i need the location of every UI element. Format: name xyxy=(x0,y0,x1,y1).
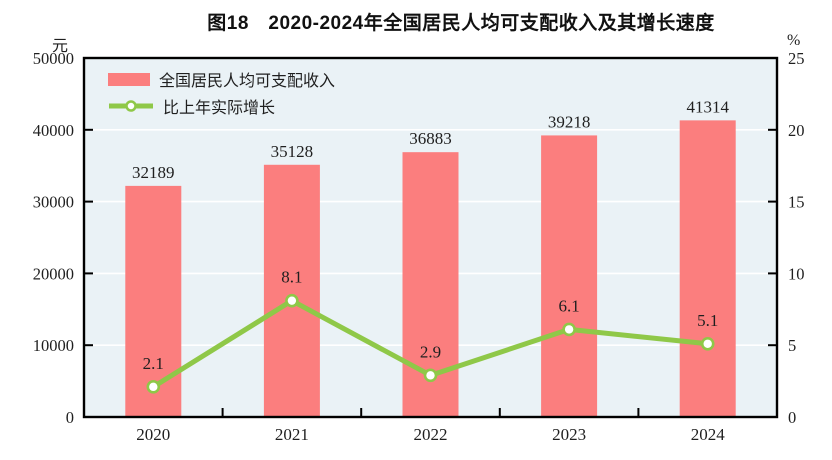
line-marker-2023 xyxy=(562,322,576,337)
bar-value-label: 36883 xyxy=(409,129,452,148)
legend-item-growth: 比上年实际增长 xyxy=(108,94,335,118)
left-axis-label: 10000 xyxy=(33,336,74,355)
line-marker-icon xyxy=(109,100,153,112)
x-axis-label: 2024 xyxy=(691,425,726,444)
line-marker-2020 xyxy=(146,380,161,394)
legend-item-income: 全国居民人均可支配收入 xyxy=(108,67,335,91)
line-value-label: 2.1 xyxy=(143,354,164,373)
line-marker-2022 xyxy=(423,368,438,383)
legend-bar-label: 全国居民人均可支配收入 xyxy=(159,73,336,90)
bar-value-label: 32189 xyxy=(132,163,175,182)
left-axis-label: 20000 xyxy=(33,264,74,283)
bar-2024 xyxy=(679,120,736,417)
line-marker-2024 xyxy=(700,336,715,351)
bar-value-label: 41314 xyxy=(686,97,729,116)
legend-bar-swatch xyxy=(108,72,150,86)
x-axis-label: 2020 xyxy=(136,425,170,444)
legend-line-label: 比上年实际增长 xyxy=(163,100,276,117)
line-value-label: 6.1 xyxy=(558,296,579,315)
left-axis-label: 30000 xyxy=(33,193,74,212)
left-axis-label: 0 xyxy=(66,408,74,427)
line-value-label: 8.1 xyxy=(281,268,302,287)
bar-2020 xyxy=(125,185,182,417)
bar-value-label: 39218 xyxy=(548,112,591,131)
right-axis-label: 25 xyxy=(788,49,805,68)
chart-title: 图18 2020-2024年全国居民人均可支配收入及其增长速度 xyxy=(207,13,715,34)
line-marker-2021 xyxy=(285,293,299,308)
x-axis-label: 2023 xyxy=(552,425,586,444)
left-axis-unit: 元 xyxy=(51,38,68,55)
right-axis-label: 0 xyxy=(788,408,796,427)
bar-2021 xyxy=(263,164,320,417)
plot-border xyxy=(82,56,779,419)
x-axis-label: 2021 xyxy=(275,425,309,444)
right-axis-label: 15 xyxy=(788,193,805,212)
legend: 全国居民人均可支配收入 比上年实际增长 xyxy=(108,67,335,118)
bar-2023 xyxy=(541,135,598,417)
line-value-label: 2.9 xyxy=(420,342,441,361)
bar-value-label: 35128 xyxy=(271,142,314,161)
right-axis-unit: % xyxy=(787,32,801,49)
right-axis-label: 5 xyxy=(788,336,796,355)
line-value-label: 5.1 xyxy=(697,311,718,330)
right-axis-label: 10 xyxy=(788,264,805,283)
legend-line-swatch xyxy=(108,99,154,113)
right-axis-label: 20 xyxy=(788,121,805,140)
left-axis-label: 50000 xyxy=(33,49,74,68)
left-axis-label: 40000 xyxy=(33,121,74,140)
x-axis-label: 2022 xyxy=(414,425,448,444)
